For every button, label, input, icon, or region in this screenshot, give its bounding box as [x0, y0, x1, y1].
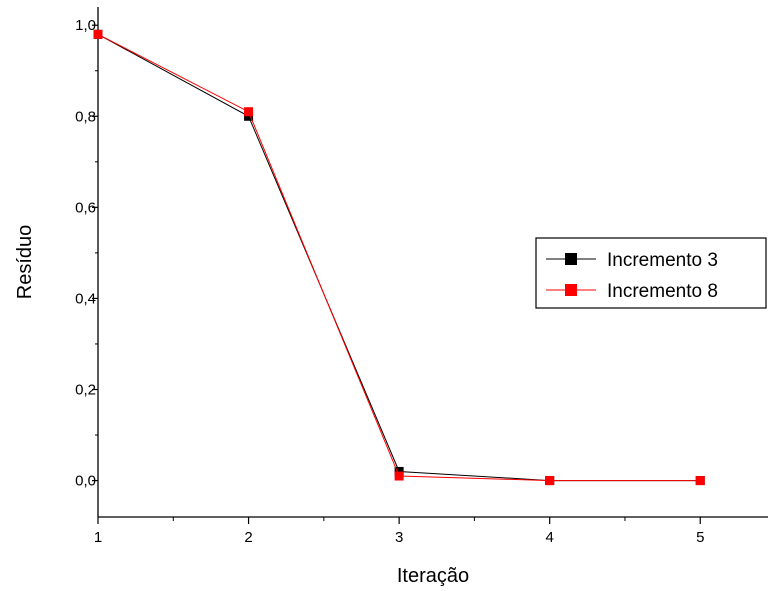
- x-tick-label: 4: [546, 529, 554, 546]
- data-point: [94, 30, 103, 39]
- y-tick-label: 0,0: [75, 473, 96, 490]
- y-tick-label: 0,2: [75, 382, 96, 399]
- y-axis-title: Resíduo: [14, 225, 36, 300]
- y-tick-label: 0,8: [75, 108, 96, 125]
- data-point: [696, 476, 705, 485]
- y-tick-label: 1,0: [75, 17, 96, 34]
- data-point: [545, 476, 554, 485]
- x-tick-label: 3: [395, 529, 403, 546]
- data-point: [244, 107, 253, 116]
- legend-label: Incremento 8: [607, 281, 718, 302]
- x-tick-label: 5: [696, 529, 704, 546]
- x-tick-label: 1: [94, 529, 102, 546]
- x-tick-label: 2: [244, 529, 252, 546]
- legend-marker: [565, 284, 577, 296]
- y-tick-label: 0,4: [75, 290, 96, 307]
- y-tick-label: 0,6: [75, 199, 96, 216]
- legend-marker: [565, 253, 577, 265]
- legend: Incremento 3 Incremento 8: [536, 238, 766, 308]
- data-point: [395, 472, 404, 481]
- legend-label: Incremento 3: [607, 250, 718, 271]
- x-axis-title: Iteração: [397, 565, 469, 587]
